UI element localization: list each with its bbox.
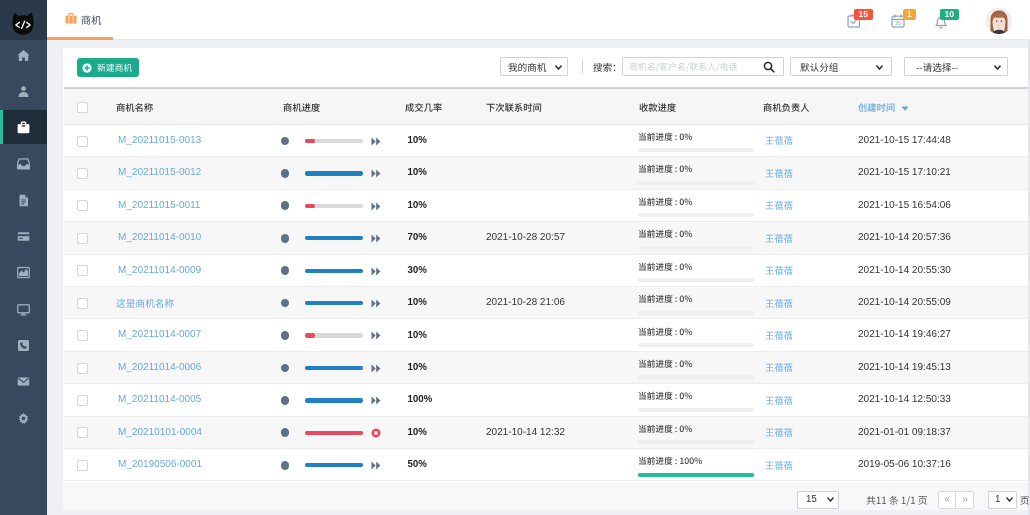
- svg-text:25: 25: [895, 21, 901, 27]
